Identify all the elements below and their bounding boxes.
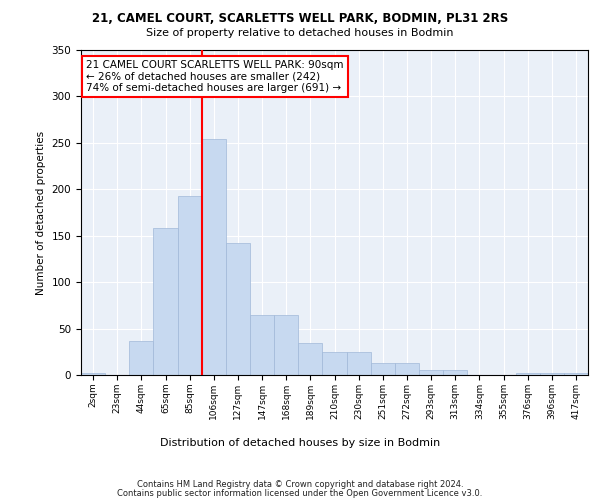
Bar xyxy=(347,352,371,375)
Bar xyxy=(226,243,250,375)
Bar xyxy=(298,342,322,375)
Bar xyxy=(274,314,298,375)
Bar xyxy=(154,228,178,375)
Y-axis label: Number of detached properties: Number of detached properties xyxy=(36,130,46,294)
Bar xyxy=(178,196,202,375)
Text: Contains HM Land Registry data © Crown copyright and database right 2024.: Contains HM Land Registry data © Crown c… xyxy=(137,480,463,489)
Bar xyxy=(81,373,105,375)
Text: Size of property relative to detached houses in Bodmin: Size of property relative to detached ho… xyxy=(146,28,454,38)
Bar xyxy=(443,370,467,375)
Bar xyxy=(540,373,564,375)
Bar xyxy=(515,373,540,375)
Bar xyxy=(250,314,274,375)
Bar xyxy=(129,340,154,375)
Bar xyxy=(371,363,395,375)
Bar xyxy=(419,370,443,375)
Bar xyxy=(322,352,347,375)
Bar xyxy=(564,373,588,375)
Text: 21 CAMEL COURT SCARLETTS WELL PARK: 90sqm
← 26% of detached houses are smaller (: 21 CAMEL COURT SCARLETTS WELL PARK: 90sq… xyxy=(86,60,344,93)
Text: 21, CAMEL COURT, SCARLETTS WELL PARK, BODMIN, PL31 2RS: 21, CAMEL COURT, SCARLETTS WELL PARK, BO… xyxy=(92,12,508,26)
Bar xyxy=(395,363,419,375)
Text: Contains public sector information licensed under the Open Government Licence v3: Contains public sector information licen… xyxy=(118,488,482,498)
Text: Distribution of detached houses by size in Bodmin: Distribution of detached houses by size … xyxy=(160,438,440,448)
Bar xyxy=(202,139,226,375)
